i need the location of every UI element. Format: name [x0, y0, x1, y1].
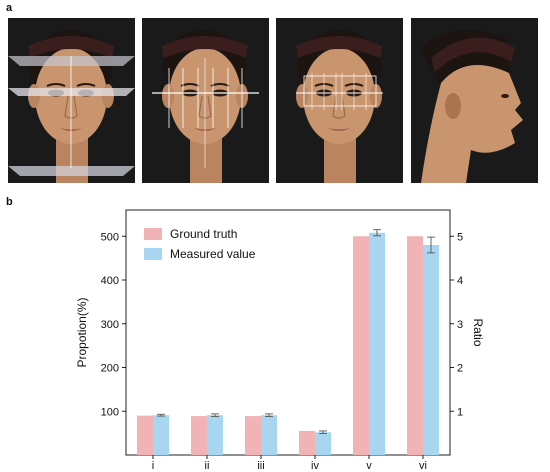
error-bar — [157, 413, 165, 417]
bar-ground-truth-vi — [407, 236, 423, 455]
plot-frame — [125, 209, 451, 456]
face-photo-front-thirds — [8, 18, 135, 183]
bar-measured-iii — [261, 415, 277, 455]
error-bar — [373, 229, 381, 237]
x-tick-label-ii: ii — [205, 460, 210, 472]
legend-label-ground-truth: Ground truth — [170, 227, 237, 241]
y2-tick-label: 4 — [457, 275, 463, 287]
y-axis-title: Propotion(%) — [75, 297, 89, 367]
brow-right — [76, 83, 96, 87]
headband — [162, 36, 248, 58]
bar-ground-truth-iii — [245, 416, 261, 455]
nose — [332, 95, 346, 119]
ear-left — [296, 84, 308, 108]
y-tick-label: 100 — [101, 406, 119, 418]
y-tick-label: 400 — [101, 275, 119, 287]
brow-left — [180, 83, 200, 87]
plane-chin — [8, 166, 135, 176]
error-bar — [427, 236, 435, 254]
face — [303, 48, 375, 144]
headband — [28, 36, 114, 58]
y2-axis-title: Ratio — [471, 318, 485, 346]
x-tick-label-v: v — [366, 460, 372, 472]
x-tick-label-vi: vi — [419, 460, 427, 472]
eye — [501, 94, 509, 98]
y-tick-label: 300 — [101, 319, 119, 331]
error-bar — [319, 430, 327, 435]
bar-ground-truth-i — [137, 415, 153, 455]
bar-measured-v — [369, 232, 385, 455]
y2-tick-label: 1 — [457, 406, 463, 418]
bar-ground-truth-iv — [299, 430, 315, 455]
legend-swatch-measured — [144, 248, 162, 260]
brow-left — [46, 83, 66, 87]
bar-measured-iv — [315, 432, 331, 455]
neck — [324, 138, 356, 183]
brow-right — [210, 83, 230, 87]
panel-label-b: b — [6, 196, 13, 208]
x-tick-label-iii: iii — [257, 460, 264, 472]
plane-top — [8, 56, 135, 66]
y-tick-label: 200 — [101, 363, 119, 375]
legend-label-measured: Measured value — [170, 247, 256, 261]
y2-tick-label: 2 — [457, 363, 463, 375]
y2-tick-label: 5 — [457, 231, 463, 243]
bar-ground-truth-v — [353, 236, 369, 455]
y-tick-label: 500 — [101, 231, 119, 243]
bar-measured-ii — [207, 415, 223, 455]
face-photo-front-eyes — [276, 18, 403, 183]
x-tick-label-iv: iv — [311, 460, 319, 472]
legend-swatch-ground-truth — [144, 228, 162, 240]
bar-measured-vi — [423, 245, 439, 455]
y2-tick-label: 3 — [457, 319, 463, 331]
ear — [445, 93, 461, 119]
face-photo-front-fifths — [142, 18, 269, 183]
mouth — [328, 128, 350, 131]
panel-label-a: a — [6, 2, 13, 14]
headband — [296, 36, 382, 58]
neck — [190, 138, 222, 183]
eye-region-box — [303, 75, 377, 107]
x-tick-label-i: i — [152, 460, 154, 472]
headband — [431, 37, 515, 72]
face-photo-profile — [411, 18, 538, 183]
bar-ground-truth-ii — [191, 416, 207, 455]
plane-brow — [8, 88, 135, 96]
error-bar — [265, 413, 273, 417]
error-bar — [211, 413, 219, 417]
bar-measured-i — [153, 415, 169, 455]
profile-face — [421, 65, 523, 183]
ear-left — [162, 84, 174, 108]
